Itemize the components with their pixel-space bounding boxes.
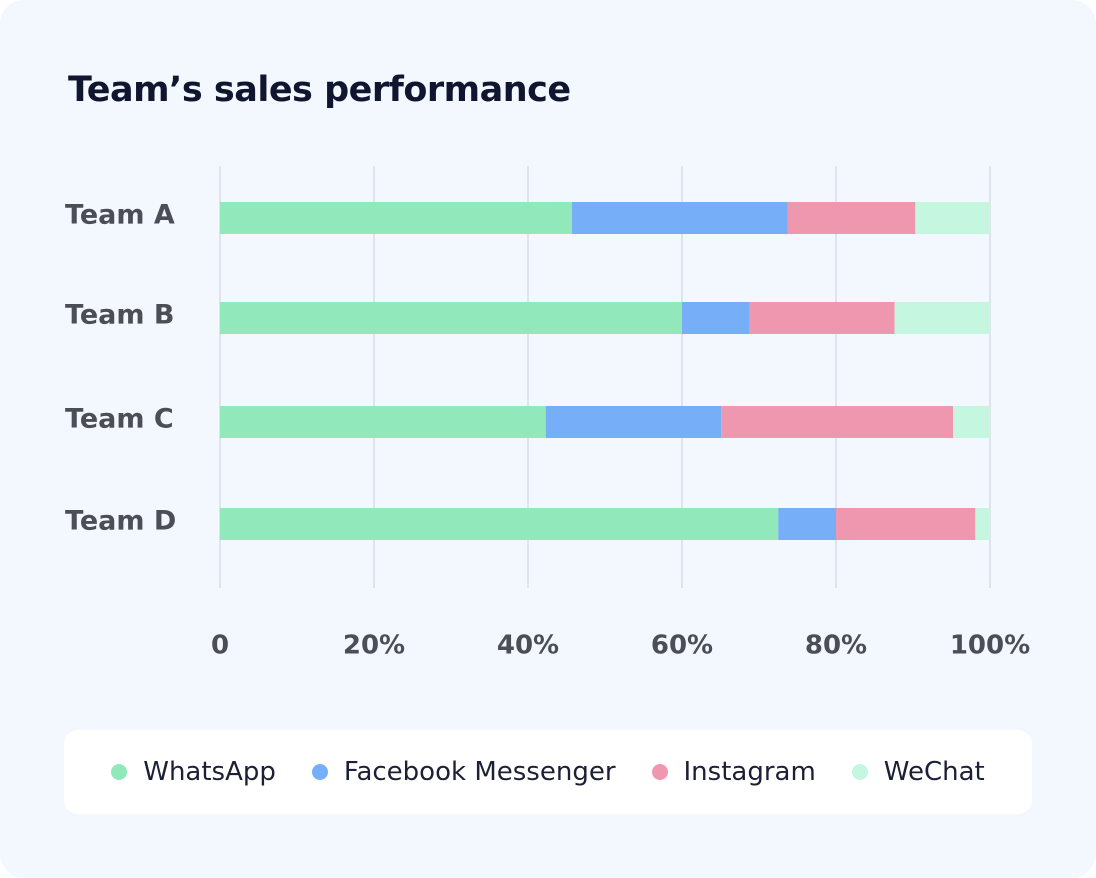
chart-plot: Team A Team B Team C Team D 0 20% 40% 60% 80% 10…	[65, 166, 1030, 661]
x-tick-label: 100%	[950, 631, 1030, 661]
x-tick-label: 60%	[651, 631, 713, 661]
bar-segment-wechat	[894, 302, 990, 334]
chart-title: Team’s sales performance	[68, 70, 571, 110]
legend-dot-icon	[651, 764, 668, 780]
legend-item: Facebook Messenger	[311, 757, 616, 787]
legend-label: WhatsApp	[143, 757, 276, 787]
category-labels: Team A Team B Team C Team D	[65, 200, 176, 537]
bar-segment-facebook-messenger	[682, 302, 750, 334]
x-tick-label: 80%	[805, 631, 867, 661]
bar-segment-wechat	[953, 406, 990, 438]
legend-item: WhatsApp	[111, 757, 276, 787]
bar-segment-instagram	[749, 302, 895, 334]
legend-dot-icon	[311, 764, 328, 780]
bar-segment-whatsapp	[220, 202, 572, 234]
bar-segment-instagram	[836, 508, 976, 540]
category-label: Team C	[65, 404, 174, 435]
legend-dot-icon	[851, 764, 868, 780]
bar-segment-whatsapp	[220, 508, 779, 540]
category-label: Team B	[65, 300, 174, 331]
bar-segment-instagram	[721, 406, 954, 438]
x-tick-label: 0	[211, 631, 229, 661]
bar-segment-facebook-messenger	[545, 406, 722, 438]
bar-segment-wechat	[975, 508, 990, 540]
category-label: Team D	[65, 506, 176, 537]
legend-item: Instagram	[651, 757, 816, 787]
category-label: Team A	[65, 200, 175, 231]
bar-segment-facebook-messenger	[778, 508, 836, 540]
legend-label: Instagram	[683, 757, 816, 787]
x-axis-ticks: 0 20% 40% 60% 80% 100%	[211, 631, 1030, 661]
bars	[220, 202, 990, 540]
bar-segment-instagram	[787, 202, 916, 234]
bar-segment-whatsapp	[220, 302, 682, 334]
x-tick-label: 40%	[497, 631, 559, 661]
x-tick-label: 20%	[343, 631, 405, 661]
legend-dot-icon	[111, 764, 128, 780]
bar-segment-facebook-messenger	[571, 202, 788, 234]
bar-segment-wechat	[915, 202, 990, 234]
legend-item: WeChat	[851, 757, 985, 787]
bar-segment-whatsapp	[220, 406, 546, 438]
legend-label: WeChat	[883, 757, 985, 787]
legend-label: Facebook Messenger	[343, 757, 616, 787]
legend: WhatsApp Facebook Messenger Instagram WeCha…	[64, 730, 1032, 814]
